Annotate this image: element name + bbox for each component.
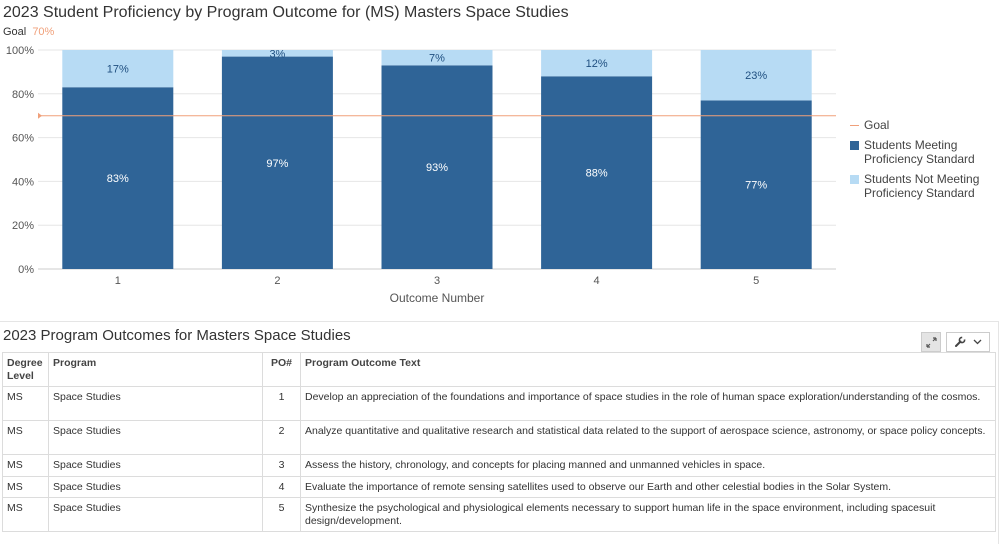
data-label-meeting: 97% <box>266 158 288 170</box>
table-row: MS Space Studies 2 Analyze quantitative … <box>2 420 996 455</box>
cell-program: Space Studies <box>48 475 263 498</box>
cell-outcome-text: Evaluate the importance of remote sensin… <box>300 475 996 498</box>
legend-item-meeting[interactable]: Students Meeting Proficiency Standard <box>850 138 989 166</box>
goal-marker <box>38 112 42 119</box>
bar-not-meeting <box>541 50 653 77</box>
table-title: 2023 Program Outcomes for Masters Space … <box>3 327 351 344</box>
data-label-not-meeting: 17% <box>107 64 129 76</box>
proficiency-chart: 0% 20% 40% 60% 80% 100% 83% 17% 1 97% 3% 2 93% 7% 3 88%… <box>6 45 836 305</box>
tools-menu-button[interactable] <box>946 332 990 352</box>
table-row: MS Space Studies 3 Assess the history, c… <box>2 454 996 477</box>
header-po-number[interactable]: PO# <box>262 352 301 387</box>
legend-goal-swatch <box>850 125 859 126</box>
cell-degree: MS <box>2 497 49 532</box>
bar-meeting <box>381 65 493 269</box>
cell-outcome-text: Synthesize the psychological and physiol… <box>300 497 996 532</box>
x-tick-label: 5 <box>753 275 759 287</box>
bar-not-meeting <box>221 50 333 57</box>
table-row: MS Space Studies 4 Evaluate the importan… <box>2 475 996 498</box>
cell-po: 3 <box>262 454 301 477</box>
legend-item-not-meeting[interactable]: Students Not Meeting Proficiency Standar… <box>850 172 989 200</box>
bar-not-meeting <box>700 50 812 101</box>
wrench-icon <box>955 336 966 347</box>
data-label-not-meeting: 23% <box>745 70 767 82</box>
y-tick-label: 80% <box>12 89 34 101</box>
cell-outcome-text: Develop an appreciation of the foundatio… <box>300 386 996 421</box>
y-tick-label: 60% <box>12 133 34 145</box>
x-axis-title: Outcome Number <box>390 291 485 305</box>
cell-degree: MS <box>2 454 49 477</box>
chart-legend: Goal Students Meeting Proficiency Standa… <box>850 118 989 206</box>
goal-caption-value: 70% <box>32 26 55 38</box>
cell-program: Space Studies <box>48 420 263 455</box>
cell-degree: MS <box>2 386 49 421</box>
header-program[interactable]: Program <box>48 352 263 387</box>
bar-not-meeting <box>381 50 493 66</box>
cell-po: 1 <box>262 386 301 421</box>
bar-meeting <box>700 100 812 270</box>
legend-item-goal[interactable]: Goal <box>850 118 989 132</box>
cell-outcome-text: Assess the history, chronology, and conc… <box>300 454 996 477</box>
cell-degree: MS <box>2 420 49 455</box>
y-tick-label: 20% <box>12 220 34 232</box>
header-outcome-text[interactable]: Program Outcome Text <box>300 352 996 387</box>
chart-title: 2023 Student Proficiency by Program Outc… <box>3 4 569 21</box>
cell-program: Space Studies <box>48 454 263 477</box>
legend-goal-label: Goal <box>864 118 890 132</box>
y-tick-label: 40% <box>12 176 34 188</box>
header-degree-level[interactable]: Degree Level <box>2 352 49 387</box>
outcomes-panel: 2023 Program Outcomes for Masters Space … <box>0 321 999 544</box>
chevron-down-icon <box>973 339 982 345</box>
y-tick-label: 0% <box>18 264 34 276</box>
table-header-row: Degree Level Program PO# Program Outcome… <box>2 352 996 387</box>
outcomes-table: Degree Level Program PO# Program Outcome… <box>2 352 996 532</box>
bar-meeting <box>541 76 653 269</box>
table-row: MS Space Studies 1 Develop an appreciati… <box>2 386 996 421</box>
data-label-not-meeting: 12% <box>586 58 608 70</box>
cell-outcome-text: Analyze quantitative and qualitative res… <box>300 420 996 455</box>
legend-not-meeting-label: Students Not Meeting Proficiency Standar… <box>864 172 980 200</box>
legend-meeting-swatch <box>850 141 859 150</box>
cell-po: 2 <box>262 420 301 455</box>
legend-not-meeting-swatch <box>850 175 859 184</box>
bar-not-meeting <box>62 50 174 88</box>
table-row: MS Space Studies 5 Synthesize the psycho… <box>2 497 996 532</box>
legend-meeting-label: Students Meeting Proficiency Standard <box>864 138 975 166</box>
expand-button[interactable] <box>921 332 941 352</box>
goal-caption: Goal 70% <box>3 26 54 38</box>
cell-program: Space Studies <box>48 497 263 532</box>
data-label-meeting: 93% <box>426 162 448 174</box>
cell-program: Space Studies <box>48 386 263 421</box>
x-tick-label: 3 <box>434 275 440 287</box>
data-label-meeting: 88% <box>586 168 608 180</box>
data-label-not-meeting: 3% <box>269 48 285 60</box>
bar-meeting <box>221 56 333 269</box>
x-tick-label: 4 <box>594 275 600 287</box>
x-tick-label: 1 <box>115 275 121 287</box>
data-label-meeting: 83% <box>107 173 129 185</box>
cell-po: 5 <box>262 497 301 532</box>
x-tick-label: 2 <box>274 275 280 287</box>
y-tick-label: 100% <box>6 45 34 57</box>
bar-meeting <box>62 87 174 269</box>
expand-icon <box>925 336 937 348</box>
cell-degree: MS <box>2 475 49 498</box>
data-label-meeting: 77% <box>745 180 767 192</box>
goal-caption-label: Goal <box>3 26 27 38</box>
cell-po: 4 <box>262 475 301 498</box>
data-label-not-meeting: 7% <box>429 53 445 65</box>
